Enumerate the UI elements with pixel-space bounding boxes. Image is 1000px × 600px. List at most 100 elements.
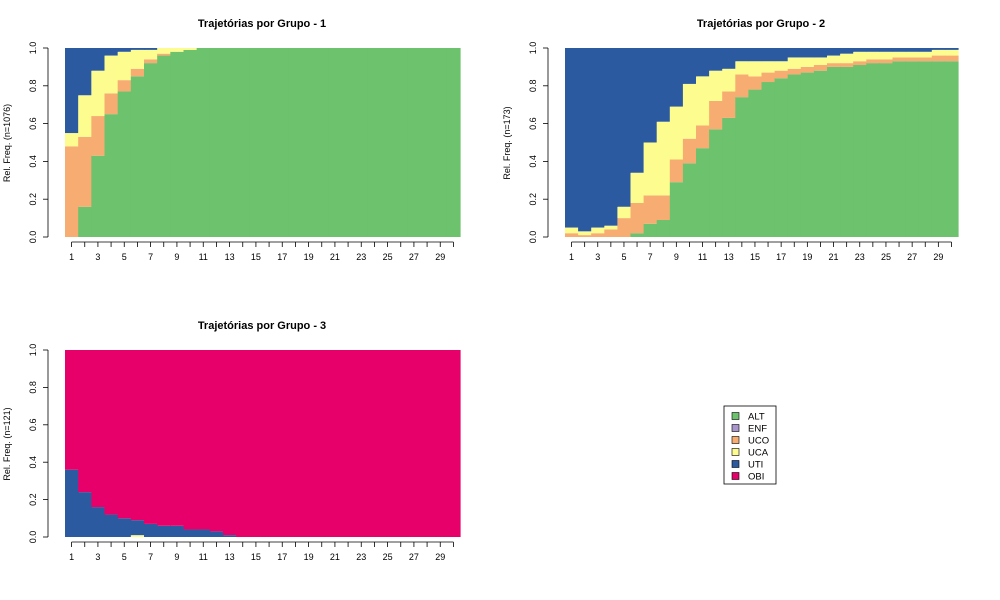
bar-segment-alt-30	[446, 48, 461, 237]
bar-segment-alt-22	[840, 66, 854, 238]
y-tick-label: 0.0	[28, 231, 38, 244]
bar-segment-obi-14	[236, 350, 250, 537]
bar-segment-uca-3	[91, 70, 106, 117]
x-tick-label: 29	[933, 252, 943, 262]
bar-segment-uti-5	[617, 48, 632, 207]
bar-segment-obi-21	[328, 350, 343, 537]
bar-segment-uti-4	[104, 514, 119, 537]
bar-segment-uco-6	[630, 202, 645, 234]
bar-segment-uca-6	[630, 172, 645, 203]
x-tick-label: 19	[304, 552, 314, 562]
x-tick-label: 23	[855, 252, 865, 262]
bar-segment-obi-3	[91, 350, 106, 508]
bar-segment-uco-27	[905, 57, 920, 62]
y-tick-label: 0.4	[28, 456, 38, 469]
bar-segment-uti-11	[196, 529, 211, 537]
bar-segment-uca-19	[800, 57, 815, 67]
x-tick-label: 5	[621, 252, 626, 262]
bar-segment-uco-15	[748, 76, 763, 90]
bar-segment-uti-11	[696, 48, 710, 77]
bar-segment-uco-29	[931, 55, 946, 62]
bar-segment-alt-9	[170, 51, 185, 237]
y-tick-label: 0.2	[28, 193, 38, 206]
bar-segment-uco-1	[65, 146, 79, 237]
bar-segment-uco-17	[774, 70, 789, 79]
bar-segment-alt-10	[183, 49, 198, 237]
bar-segment-obi-28	[420, 350, 435, 537]
bar-segment-obi-15	[249, 350, 264, 537]
chart-panel-2: Trajetórias por Grupo - 2 Rel. Freq. (n=1…	[502, 18, 959, 262]
x-tick-label: 11	[199, 552, 208, 562]
x-tick-label: 17	[277, 252, 287, 262]
y-tick-label: 0.4	[28, 155, 38, 168]
bar-segment-uti-4	[604, 48, 618, 226]
bar-segment-alt-7	[643, 223, 658, 237]
bar-segment-alt-26	[892, 61, 907, 238]
bar-segment-alt-16	[761, 82, 776, 238]
x-tick-label: 1	[69, 552, 74, 562]
bar-segment-uca-4	[104, 55, 119, 94]
bar-segment-uco-12	[709, 100, 723, 130]
bar-segment-uti-10	[682, 48, 697, 84]
bar-segment-obi-29	[433, 350, 448, 537]
bar-segment-uti-7	[144, 523, 158, 537]
bar-segment-alt-28	[918, 61, 933, 238]
bar-segment-uti-3	[91, 507, 106, 537]
y-tick-label: 0.0	[528, 231, 538, 244]
bar-segment-uti-15	[748, 48, 763, 62]
bar-segment-alt-25	[381, 48, 395, 237]
x-axis: 1 3 5 7 9 11 13 15 17 19 21 23 25 27 29	[69, 541, 454, 562]
bar-segment-obi-30	[446, 350, 461, 537]
bar-segment-uca-14	[735, 61, 749, 75]
chart-panel-1: Trajetórias por Grupo - 1 Rel. Freq. (n=1…	[2, 18, 461, 262]
bar-segment-uca-9	[669, 106, 684, 160]
bar-segment-uti-7	[144, 48, 158, 50]
bar-segment-uca-12	[709, 70, 723, 101]
x-axis: 1 3 5 7 9 11 13 15 17 19 21 23 25 27 29	[69, 241, 454, 262]
bar-segment-obi-8	[157, 350, 171, 526]
y-tick-label: 0.0	[28, 531, 38, 544]
bar-segment-obi-16	[262, 350, 277, 537]
bar-segment-obi-20	[315, 350, 329, 537]
x-tick-label: 19	[304, 252, 314, 262]
chart-title: Trajetórias por Grupo - 1	[198, 18, 326, 30]
y-axis: 0.0 0.2 0.4 0.6 0.8 1.0	[528, 42, 549, 244]
bar-segment-alt-18	[787, 74, 802, 238]
bar-segment-alt-28	[420, 48, 435, 237]
bar-segment-obi-10	[183, 350, 198, 530]
bar-segment-alt-21	[827, 66, 841, 238]
bar-segment-uca-30	[944, 49, 959, 56]
bar-segment-uti-21	[827, 48, 841, 56]
stacked-bars	[65, 48, 461, 238]
bar-segment-uti-18	[787, 48, 802, 58]
bar-segment-uco-7	[144, 59, 158, 64]
bar-segment-uco-5	[117, 80, 132, 92]
bar-segment-alt-8	[656, 219, 671, 237]
bar-segment-uca-1	[65, 133, 79, 147]
y-tick-label: 1.0	[28, 344, 38, 357]
bar-segment-alt-8	[157, 55, 171, 238]
bar-segment-uca-5	[617, 206, 632, 219]
bar-segment-uco-5	[617, 218, 632, 237]
bar-segment-alt-27	[905, 61, 920, 238]
chart-title: Trajetórias por Grupo - 2	[697, 18, 825, 30]
bar-segment-uti-30	[944, 48, 959, 50]
bar-segment-uco-8	[656, 195, 671, 220]
bar-segment-alt-14	[236, 48, 250, 237]
bar-segment-alt-24	[367, 48, 382, 237]
bar-segment-alt-6	[130, 76, 145, 237]
legend-swatch-alt	[731, 412, 740, 420]
y-axis-label: Rel. Freq. (n=1076)	[2, 104, 12, 182]
y-tick-label: 0.4	[528, 155, 538, 168]
bar-segment-alt-17	[774, 78, 789, 238]
bar-segment-uco-4	[604, 229, 618, 237]
y-axis-label: Rel. Freq. (n=173)	[502, 106, 512, 179]
bar-segment-uco-8	[157, 53, 171, 56]
y-tick-label: 0.8	[28, 80, 38, 93]
x-tick-label: 13	[225, 252, 235, 262]
bar-segment-uco-16	[761, 72, 776, 83]
bar-segment-uca-7	[144, 49, 158, 60]
bar-segment-alt-11	[196, 48, 211, 237]
bar-segment-uti-6	[130, 48, 145, 50]
bar-segment-uca-22	[840, 53, 854, 64]
